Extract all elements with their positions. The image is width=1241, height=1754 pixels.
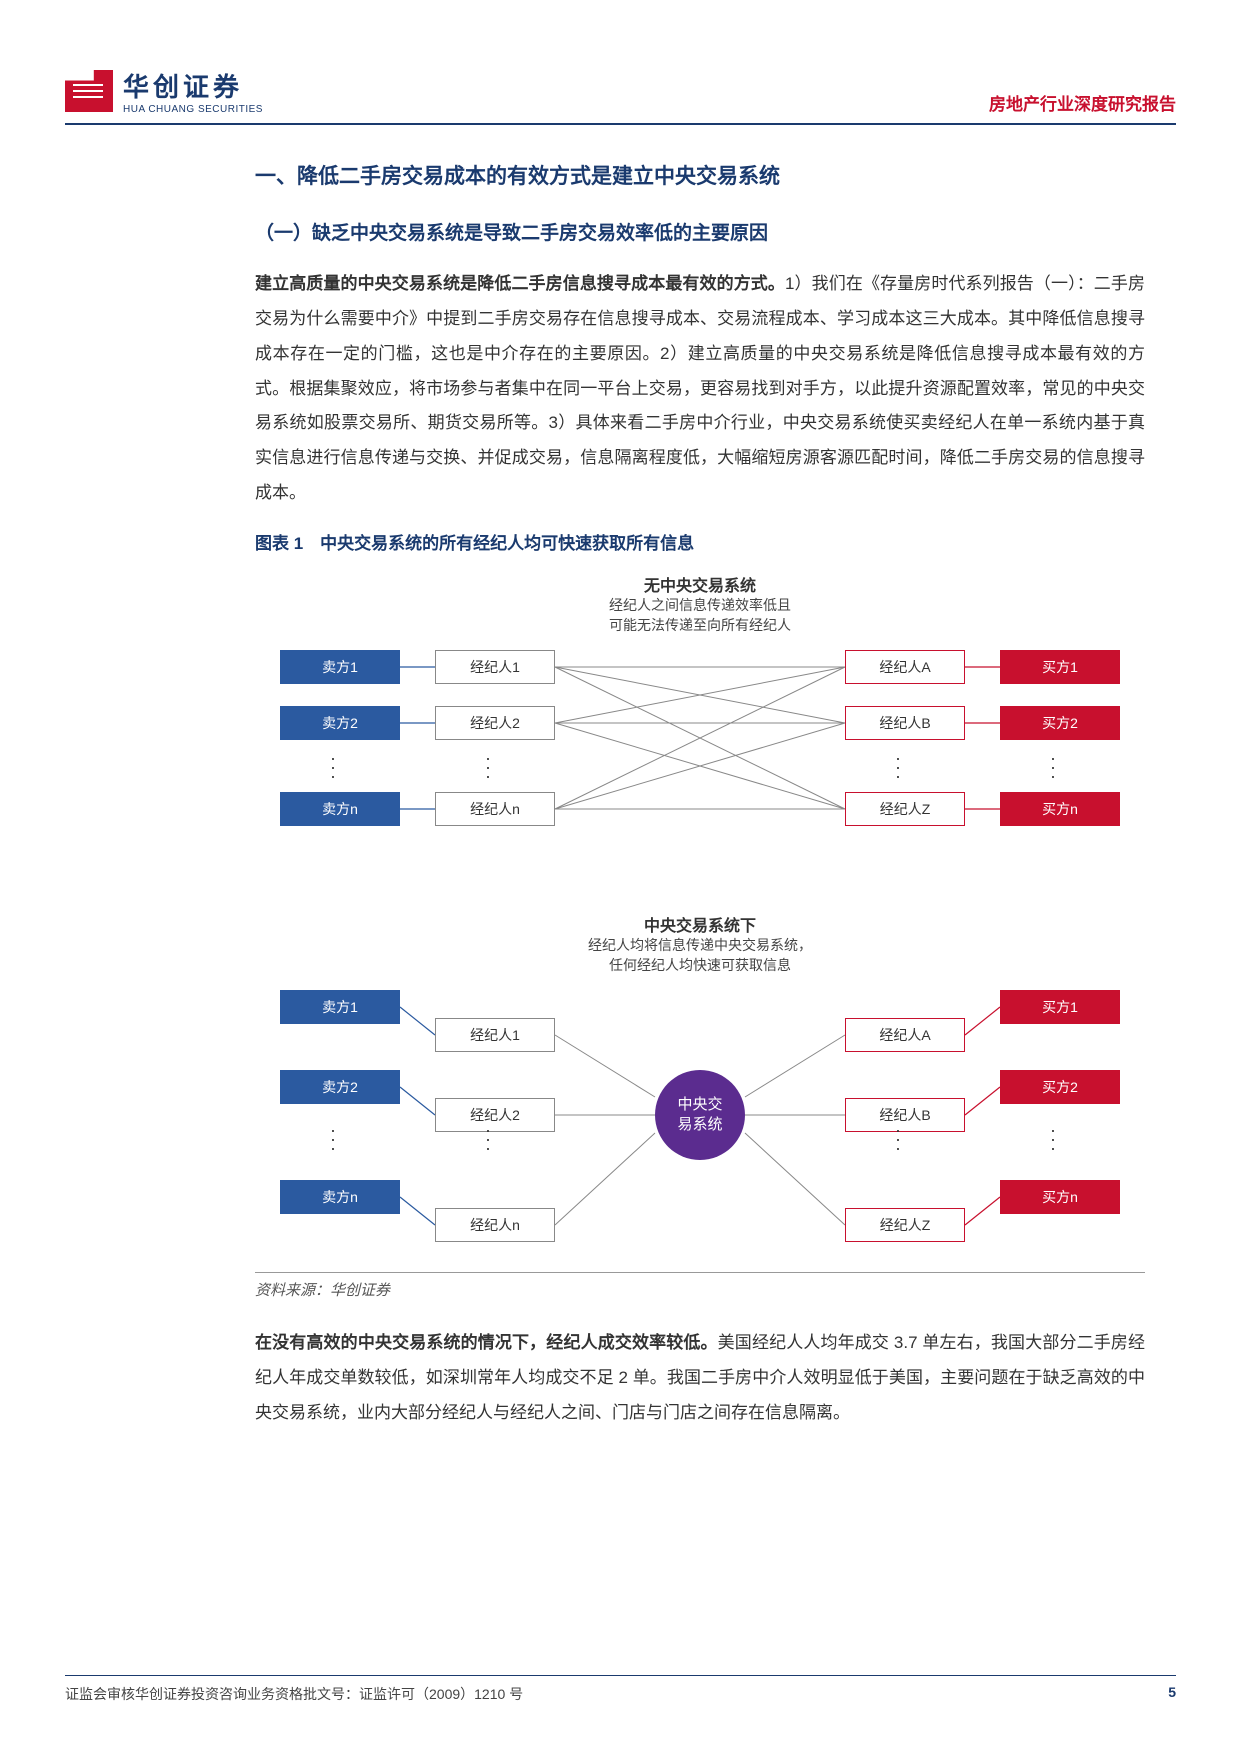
agent-right-box: 经纪人Z [845, 792, 965, 826]
buyer-box: 买方n [1000, 1180, 1120, 1214]
figure-1: 无中央交易系统 经纪人之间信息传递效率低且可能无法传递至向所有经纪人 卖方1 经纪… [255, 572, 1145, 1273]
agent-right-box: 经纪人A [845, 1018, 965, 1052]
seller-box: 卖方n [280, 1180, 400, 1214]
page-footer: 证监会审核华创证券投资咨询业务资格批文号：证监许可（2009）1210 号 5 [65, 1675, 1176, 1704]
buyer-box: 买方1 [1000, 990, 1120, 1024]
heading-2: （一）缺乏中央交易系统是导致二手房交易效率低的主要原因 [255, 218, 1145, 245]
seller-box: 卖方n [280, 792, 400, 826]
seller-box: 卖方2 [280, 706, 400, 740]
page-number: 5 [1168, 1684, 1176, 1704]
footer-left: 证监会审核华创证券投资咨询业务资格批文号：证监许可（2009）1210 号 [65, 1684, 523, 1704]
agent-right-box: 经纪人B [845, 1098, 965, 1132]
seller-box: 卖方1 [280, 650, 400, 684]
diag2-title: 中央交易系统下 [260, 912, 1140, 936]
brand-name-en: HUA CHUANG SECURITIES [123, 104, 263, 115]
agent-left-box: 经纪人1 [435, 1018, 555, 1052]
diag2-subtitle: 经纪人均将信息传递中央交易系统，任何经纪人均快速可获取信息 [260, 936, 1140, 975]
figure-1-title: 图表 1 中央交易系统的所有经纪人均可快速获取所有信息 [255, 529, 1145, 554]
figure-source: 资料来源：华创证券 [255, 1279, 1145, 1300]
heading-1: 一、降低二手房交易成本的有效方式是建立中央交易系统 [255, 160, 1145, 190]
document-type: 房地产行业深度研究报告 [989, 90, 1176, 115]
agent-left-box: 经纪人1 [435, 650, 555, 684]
brand-name-cn: 华创证券 [123, 67, 263, 104]
buyer-box: 买方2 [1000, 1070, 1120, 1104]
buyer-box: 买方2 [1000, 706, 1120, 740]
diag1-subtitle: 经纪人之间信息传递效率低且可能无法传递至向所有经纪人 [260, 596, 1140, 635]
agent-left-box: 经纪人n [435, 792, 555, 826]
agent-left-box: 经纪人2 [435, 706, 555, 740]
para1-lead: 建立高质量的中央交易系统是降低二手房信息搜寻成本最有效的方式。 [255, 274, 785, 293]
paragraph-2: 在没有高效的中央交易系统的情况下，经纪人成交效率较低。美国经纪人人均年成交 3.… [255, 1326, 1145, 1431]
brand-logo: 华创证券 HUA CHUANG SECURITIES [65, 67, 263, 115]
para1-body: 1）我们在《存量房时代系列报告（一）：二手房交易为什么需要中介》中提到二手房交易… [255, 274, 1145, 502]
logo-mark-icon [65, 70, 113, 112]
central-hub: 中央交易系统 [655, 1070, 745, 1160]
agent-left-box: 经纪人n [435, 1208, 555, 1242]
page-header: 华创证券 HUA CHUANG SECURITIES 房地产行业深度研究报告 [65, 55, 1176, 125]
content-area: 一、降低二手房交易成本的有效方式是建立中央交易系统 （一）缺乏中央交易系统是导致… [255, 160, 1145, 1448]
agent-right-box: 经纪人A [845, 650, 965, 684]
agent-right-box: 经纪人Z [845, 1208, 965, 1242]
agent-left-box: 经纪人2 [435, 1098, 555, 1132]
seller-box: 卖方2 [280, 1070, 400, 1104]
diagram-with-central: 中央交易系统下 经纪人均将信息传递中央交易系统，任何经纪人均快速可获取信息 卖方… [260, 912, 1140, 1252]
logo-text: 华创证券 HUA CHUANG SECURITIES [123, 67, 263, 115]
diag1-title: 无中央交易系统 [260, 572, 1140, 596]
seller-box: 卖方1 [280, 990, 400, 1024]
diagram-no-central: 无中央交易系统 经纪人之间信息传递效率低且可能无法传递至向所有经纪人 卖方1 经纪… [260, 572, 1140, 872]
buyer-box: 买方n [1000, 792, 1120, 826]
para2-lead: 在没有高效的中央交易系统的情况下，经纪人成交效率较低。 [255, 1333, 718, 1352]
agent-right-box: 经纪人B [845, 706, 965, 740]
paragraph-1: 建立高质量的中央交易系统是降低二手房信息搜寻成本最有效的方式。1）我们在《存量房… [255, 267, 1145, 511]
buyer-box: 买方1 [1000, 650, 1120, 684]
